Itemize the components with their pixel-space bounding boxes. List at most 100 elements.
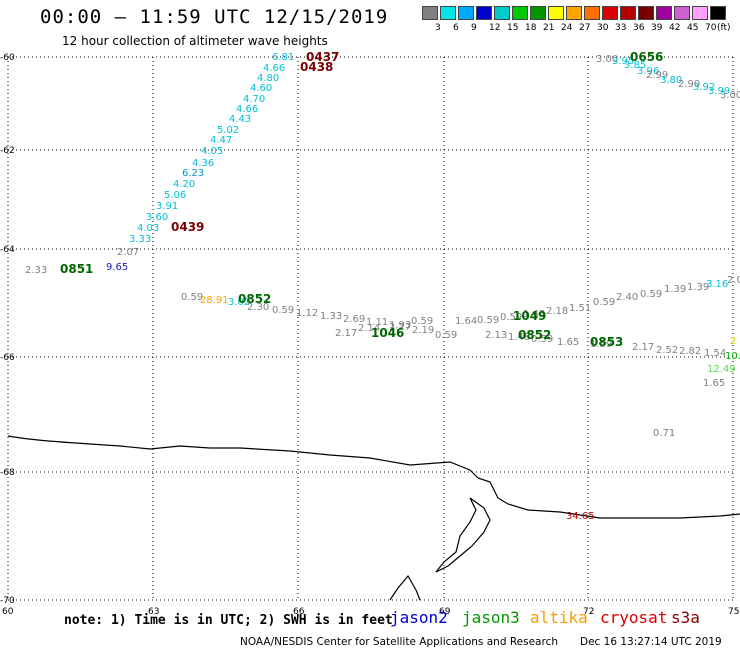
- wave-height-label: 1.59: [590, 339, 612, 350]
- legend-label: 15: [507, 23, 519, 33]
- satellite-jason3: jason3: [462, 608, 520, 627]
- page-title: 00:00 – 11:59 UTC 12/15/2019: [40, 6, 389, 28]
- wave-height-label: 2.07: [117, 247, 139, 258]
- wave-height-label: 2.82: [679, 346, 701, 357]
- wave-height-label: 3.00: [720, 90, 740, 101]
- wave-height-label: 3.99: [708, 86, 730, 97]
- legend-swatch: [512, 6, 528, 20]
- legend-label: 24: [561, 23, 573, 33]
- legend-swatch: [674, 6, 690, 20]
- legend-swatch: [602, 6, 618, 20]
- legend-label: 39: [651, 23, 663, 33]
- wave-height-label: 2: [730, 336, 736, 347]
- legend-label: 70: [705, 23, 717, 33]
- wave-height-label: 3.02: [228, 297, 250, 308]
- wave-height-label: 1.48: [508, 332, 530, 343]
- observation-time-label: 0852: [238, 292, 271, 306]
- wave-height-label: 2.77: [389, 322, 411, 333]
- wave-height-label: 2.17: [335, 328, 357, 339]
- legend-swatch: [440, 6, 456, 20]
- observation-time-label: 1046: [371, 326, 404, 340]
- legend-label: 33: [615, 23, 627, 33]
- wave-height-label: 2.0: [727, 275, 740, 286]
- wave-height-label: 2.13: [485, 330, 507, 341]
- wave-height-label: 34.65: [566, 511, 595, 522]
- wave-height-label: 1.11: [366, 317, 388, 328]
- wave-height-label: 3.85: [624, 60, 646, 71]
- wave-height-label: 1.33: [320, 311, 342, 322]
- legend-label: 30: [597, 23, 609, 33]
- wave-height-label: 0.59: [435, 330, 457, 341]
- lat-label: -68: [0, 468, 15, 478]
- wave-height-label: 4.66: [263, 63, 285, 74]
- legend-label: 42: [669, 23, 681, 33]
- legend-swatch: [422, 6, 438, 20]
- wave-height-label: 3.91: [156, 201, 178, 212]
- wave-height-label: 1.93: [389, 320, 411, 331]
- footer-note: note: 1) Time is in UTC; 2) SWH is in fe…: [64, 613, 393, 628]
- legend-swatch: [638, 6, 654, 20]
- wave-height-label: 1.39: [687, 282, 709, 293]
- wave-height-label: 0.59: [181, 292, 203, 303]
- lat-label: -62: [0, 146, 15, 156]
- legend-swatch: [584, 6, 600, 20]
- wave-height-label: 1.51: [569, 303, 591, 314]
- legend-label: (ft): [717, 23, 731, 33]
- wave-height-label: 3.92: [693, 82, 715, 93]
- legend-swatch: [494, 6, 510, 20]
- satellite-jason2: jason2: [390, 608, 448, 627]
- legend-label: 12: [489, 23, 501, 33]
- lon-label: 63: [148, 607, 159, 617]
- observation-time-label: 0852: [518, 328, 551, 342]
- wave-height-label: 4.80: [257, 73, 279, 84]
- legend-swatch: [530, 6, 546, 20]
- wave-height-label: 2.18: [546, 306, 568, 317]
- legend-swatch: [566, 6, 582, 20]
- coastline-south: [389, 574, 421, 601]
- coastline-island: [435, 497, 491, 573]
- wave-height-label: 3.33: [129, 234, 151, 245]
- wave-height-label: 4.70: [243, 94, 265, 105]
- wave-height-label: 1.64: [455, 316, 477, 327]
- lat-label: -66: [0, 353, 15, 363]
- legend-label: 6: [453, 23, 459, 33]
- wave-height-label: 0.71: [653, 428, 675, 439]
- satellite-altika: altika: [530, 608, 588, 627]
- map-grid: [7, 56, 734, 601]
- wave-height-label: 3.00: [596, 54, 618, 65]
- timestamp: Dec 16 13:27:14 UTC 2019: [580, 636, 722, 648]
- wave-height-label: 12.49: [707, 364, 736, 375]
- observation-time-label: 0851: [60, 262, 93, 276]
- wave-height-label: 2.52: [656, 345, 678, 356]
- observation-time-label: 0437: [306, 50, 339, 64]
- wave-height-label: 10.8: [725, 351, 740, 362]
- legend-label: 27: [579, 23, 591, 33]
- wave-height-label: 4.60: [250, 83, 272, 94]
- observation-time-label: 0656: [630, 50, 663, 64]
- legend-swatch: [476, 6, 492, 20]
- legend-swatch: [620, 6, 636, 20]
- observation-labels: 6.814.664.804.604.704.664.435.024.474.05…: [25, 52, 740, 522]
- legend-swatch: [656, 6, 672, 20]
- legend-label: 3: [435, 23, 441, 33]
- lat-label: -60: [0, 53, 15, 63]
- credit-line: NOAA/NESDIS Center for Satellite Applica…: [240, 636, 558, 648]
- wave-height-label: 4.66: [236, 104, 258, 115]
- wave-height-label: 6.23: [182, 168, 204, 179]
- lon-label: 60: [2, 607, 14, 617]
- wave-height-label: 4.05: [201, 146, 223, 157]
- wave-height-label: 6.81: [272, 52, 294, 63]
- wave-height-label: 2.17: [632, 342, 654, 353]
- observation-time-label: 0438: [300, 60, 333, 74]
- satellite-cryosat: cryosat: [600, 608, 668, 627]
- lon-label: 69: [439, 607, 451, 617]
- wave-height-label: 5.02: [217, 125, 239, 136]
- lon-label: 66: [293, 607, 305, 617]
- color-legend: [422, 6, 728, 20]
- wave-height-label: 2.19: [412, 325, 434, 336]
- wave-height-label: 4.36: [192, 158, 214, 169]
- legend-swatch: [548, 6, 564, 20]
- legend-label: 45: [687, 23, 699, 33]
